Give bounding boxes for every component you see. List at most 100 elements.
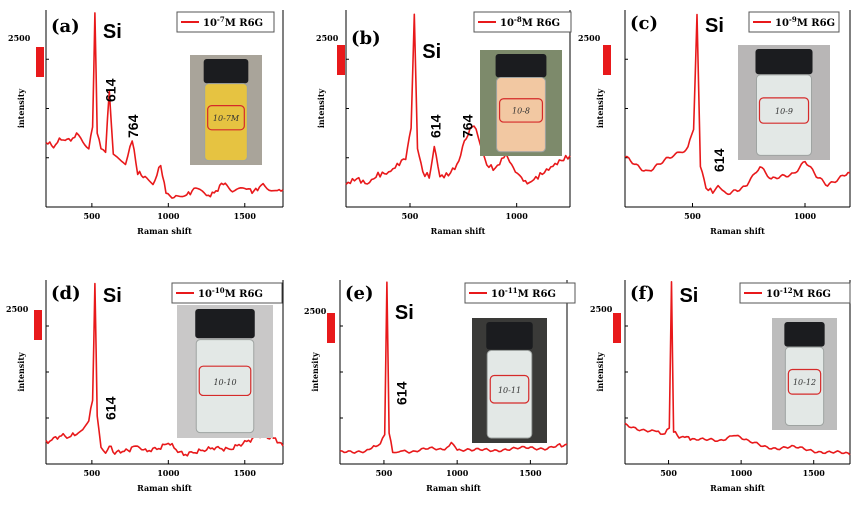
- legend-box: [464, 282, 576, 304]
- legend-exponent: -11: [505, 286, 518, 295]
- spectrum-line: [45, 282, 284, 457]
- x-axis-label: Raman shift: [710, 226, 765, 236]
- x-axis-label: Raman shift: [426, 483, 481, 493]
- y-axis-label: intensity: [316, 88, 326, 128]
- x-axis-label: Raman shift: [431, 226, 486, 236]
- x-tick-label: 500: [660, 468, 677, 478]
- legend-label: 10-11M R6G: [491, 286, 556, 300]
- legend-box: [473, 11, 572, 33]
- scale-bar-label: 2500: [304, 306, 327, 316]
- vial-label: [787, 368, 822, 395]
- vial-body: [755, 74, 813, 156]
- vial-cap: [495, 54, 547, 78]
- x-tick-label: 500: [684, 211, 701, 221]
- vial-body: [784, 346, 825, 427]
- panel-b: 500 1000 Raman shift intensity 2500 (b) Si 614 7…: [316, 10, 572, 236]
- peak-label-614: 614: [427, 114, 443, 138]
- x-tick-label: 1000: [794, 211, 817, 221]
- x-tick-label: 1000: [730, 468, 753, 478]
- x-tick-label: 1500: [234, 468, 257, 478]
- x-tick-label: 1000: [446, 468, 469, 478]
- scale-bar: [327, 313, 335, 343]
- peak-label-764: 764: [125, 114, 141, 138]
- vial-cap: [784, 322, 825, 347]
- spectrum-line: [624, 281, 851, 456]
- scale-bar: [34, 310, 42, 340]
- peak-label-si: Si: [679, 285, 698, 307]
- legend-exponent: -8: [514, 15, 522, 24]
- panel-letter: (a): [51, 16, 80, 37]
- peak-label-614: 614: [102, 78, 118, 102]
- legend-label: 10-7M R6G: [203, 15, 263, 29]
- legend-base: 10: [775, 18, 789, 29]
- spectrum-line: [339, 281, 568, 454]
- x-tick-label: 1000: [506, 211, 529, 221]
- panel-letter: (f): [630, 283, 655, 304]
- y-axis-label: intensity: [310, 352, 320, 392]
- legend-exponent: -12: [780, 286, 793, 295]
- scale-bar-label: 2500: [590, 304, 613, 314]
- y-axis-label: intensity: [595, 88, 605, 128]
- vial-handwriting: 10-11: [498, 386, 521, 395]
- legend-rest: M R6G: [225, 18, 263, 29]
- panel-letter: (e): [345, 283, 374, 304]
- vial-label: [498, 98, 544, 123]
- panel-letter: (b): [351, 28, 381, 49]
- peak-label-si: Si: [705, 15, 724, 37]
- panel-f: 500 1000 1500 Raman shift intensity 2500 (f) Si…: [590, 280, 851, 493]
- panel-a: 500 1000 1500 Raman shift intensity 2500 (a) Si…: [8, 10, 284, 236]
- x-tick-label: 1500: [803, 468, 826, 478]
- x-axis-label: Raman shift: [710, 483, 765, 493]
- peak-label-614: 614: [711, 148, 727, 172]
- scale-bar: [603, 45, 611, 75]
- scale-bar-label: 2500: [578, 33, 601, 43]
- legend-rest: M R6G: [522, 18, 560, 29]
- vial-handwriting: 10-9: [775, 107, 793, 116]
- vial-photo: 10-8: [480, 50, 562, 156]
- legend-rest: M R6G: [797, 18, 835, 29]
- legend-label: 10-10M R6G: [198, 286, 263, 300]
- x-tick-label: 1000: [157, 468, 180, 478]
- vial-photo: 10-7M: [190, 55, 262, 165]
- vial-handwriting: 10-12: [793, 378, 816, 387]
- legend-rest: M R6G: [518, 289, 556, 300]
- legend-rest: M R6G: [225, 289, 263, 300]
- y-axis-label: intensity: [16, 352, 26, 392]
- legend-box: [171, 282, 283, 304]
- vial-photo: 10-10: [177, 305, 273, 438]
- legend-box: [176, 11, 275, 33]
- vial-photo: 10-12: [772, 318, 837, 430]
- vial-photo: 10-11: [472, 318, 547, 443]
- peak-label-614: 614: [102, 396, 118, 420]
- peak-label-764: 764: [459, 114, 475, 138]
- legend-label: 10-9M R6G: [775, 15, 835, 29]
- legend-rest: M R6G: [793, 289, 831, 300]
- vial-label: [758, 97, 810, 124]
- legend-label: 10-12M R6G: [766, 286, 831, 300]
- x-axis-label: Raman shift: [137, 226, 192, 236]
- x-tick-label: 1500: [519, 468, 542, 478]
- legend-base: 10: [500, 18, 514, 29]
- legend-label: 10-8M R6G: [500, 15, 560, 29]
- y-axis-label: intensity: [595, 352, 605, 392]
- peak-label-614: 614: [394, 381, 410, 405]
- vial-handwriting: 10-7M: [213, 114, 240, 123]
- vial-label: [489, 374, 530, 404]
- x-tick-label: 1000: [157, 211, 180, 221]
- vial-body: [486, 350, 533, 439]
- legend-box: [739, 282, 851, 304]
- vial-cap: [486, 322, 533, 350]
- legend-base: 10: [198, 289, 212, 300]
- legend-box: [748, 11, 840, 33]
- peak-label-si: Si: [103, 285, 122, 307]
- vial-cap: [755, 49, 813, 75]
- panel-c: 500 1000 Raman shift intensity 2500 (c) Si 614 1…: [578, 10, 851, 236]
- panel-e: 500 1000 1500 Raman shift intensity 2500 (e) Si…: [304, 280, 576, 493]
- y-axis-label: intensity: [16, 88, 26, 128]
- vial-cap: [203, 59, 249, 84]
- legend-base: 10: [766, 289, 780, 300]
- x-tick-label: 500: [376, 468, 393, 478]
- peak-label-si: Si: [422, 41, 441, 63]
- vial-handwriting: 10-8: [512, 107, 530, 116]
- vial-photo: 10-9: [738, 45, 830, 160]
